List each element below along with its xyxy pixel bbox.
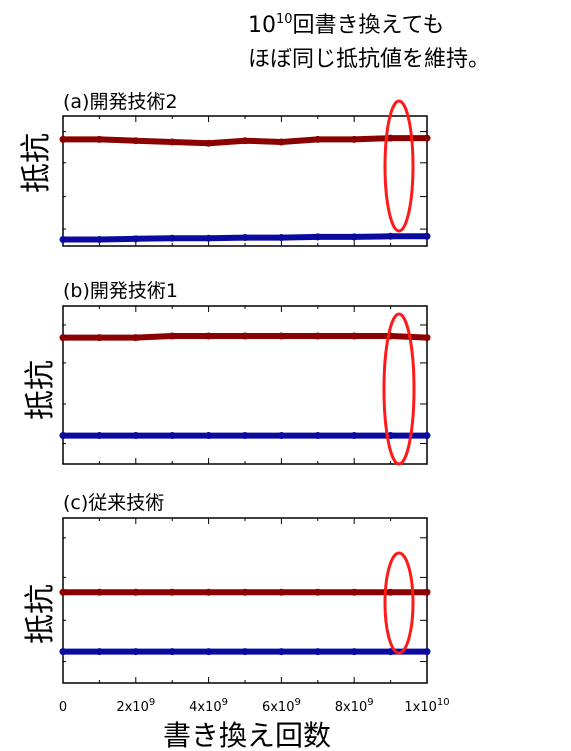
plot-frame (62, 305, 428, 465)
x-tick-label: 2x109 (116, 697, 155, 715)
series-low-resistance-point (387, 232, 395, 240)
plot-frame (62, 517, 428, 684)
panel-c-plot (59, 517, 431, 684)
series-low-resistance-point (205, 648, 213, 656)
series-high-resistance-point (241, 332, 249, 340)
x-tick-labels: 0 2x109 4x109 6x109 8x109 1x1010 (59, 697, 450, 715)
series-low-resistance-point (423, 648, 431, 656)
series-low-resistance-point (423, 432, 431, 440)
series-high-resistance-point (241, 137, 249, 145)
series-low-resistance-point (277, 234, 285, 242)
panel-a-ylabel: 抵抗 (19, 133, 54, 193)
series-high-resistance-point (350, 588, 358, 596)
highlight-ellipse (383, 99, 415, 233)
series-high-resistance-point (205, 588, 213, 596)
series-low-resistance-point (277, 648, 285, 656)
series-low-resistance-point (205, 234, 213, 242)
series-high-resistance-point (95, 334, 103, 342)
series-low-resistance-point (95, 432, 103, 440)
series-high-resistance-point (95, 588, 103, 596)
series-high-resistance-point (168, 138, 176, 146)
highlight-ellipse (382, 312, 416, 466)
series-low-resistance-point (350, 233, 358, 241)
series-high-resistance-point (350, 135, 358, 143)
series-high-resistance-point (59, 135, 67, 143)
series-high-resistance-point (423, 588, 431, 596)
panel-b-title: (b)開発技術1 (63, 280, 178, 302)
series-low-resistance-point (241, 648, 249, 656)
series-low-resistance-point (132, 432, 140, 440)
annotation-line-2: ほぼ同じ抵抗値を維持。 (248, 47, 490, 72)
series-low-resistance-point (59, 648, 67, 656)
panel-b-ylabel: 抵抗 (23, 360, 58, 420)
panel-c-title: (c)従来技術 (63, 492, 164, 514)
series-high-resistance-point (423, 134, 431, 142)
series-low-resistance-point (350, 432, 358, 440)
series-high-resistance-point (387, 588, 395, 596)
series-high-resistance-point (132, 137, 140, 145)
series-low-resistance-point (95, 648, 103, 656)
series-low-resistance-point (168, 234, 176, 242)
series-high-resistance-point (277, 332, 285, 340)
series-high-resistance-point (59, 588, 67, 596)
series-low-resistance-point (132, 235, 140, 243)
panel-b-plot (59, 305, 431, 465)
series-high-resistance-point (168, 588, 176, 596)
x-tick-label: 0 (59, 700, 67, 715)
series-high-resistance-point (387, 134, 395, 142)
series-low-resistance-point (168, 648, 176, 656)
series-high-resistance-point (59, 334, 67, 342)
series-high-resistance-point (205, 139, 213, 147)
series-low-resistance-point (241, 432, 249, 440)
series-low-resistance-point (241, 234, 249, 242)
panel-a-title: (a)開発技術2 (63, 91, 178, 113)
series-high-resistance-point (277, 588, 285, 596)
series-low-resistance-point (277, 432, 285, 440)
highlight-ellipse (383, 551, 415, 655)
series-low-resistance-point (314, 233, 322, 241)
highlight-ellipses (382, 99, 416, 655)
series-high-resistance-point (314, 135, 322, 143)
plot-frame (62, 115, 428, 247)
series-high-resistance-point (132, 588, 140, 596)
series-low-resistance-point (59, 432, 67, 440)
series-high-resistance-point (423, 334, 431, 342)
series-low-resistance-point (59, 236, 67, 243)
series-low-resistance-point (350, 648, 358, 656)
series-low-resistance-point (168, 432, 176, 440)
series-high-resistance-point (168, 332, 176, 340)
series-high-resistance-point (350, 332, 358, 340)
series-low-resistance-point (314, 648, 322, 656)
x-axis-label: 書き換え回数 (163, 719, 331, 751)
x-tick-label: 1x1010 (404, 697, 449, 715)
series-high-resistance-point (205, 332, 213, 340)
series-high-resistance-point (314, 332, 322, 340)
series-low-resistance-point (95, 236, 103, 243)
series-low-resistance-point (314, 432, 322, 440)
series-high-resistance-point (241, 588, 249, 596)
series-low-resistance-point (423, 232, 431, 240)
x-tick-label: 4x109 (189, 697, 228, 715)
series-low-resistance-point (205, 432, 213, 440)
x-tick-label: 8x109 (335, 697, 374, 715)
series-high-resistance-point (95, 135, 103, 143)
series-low-resistance-point (132, 648, 140, 656)
panel-a-plot (59, 115, 431, 247)
panel-c-ylabel: 抵抗 (23, 584, 58, 644)
annotation-line-1: 1010回書き換えても (248, 12, 444, 38)
series-high-resistance-point (314, 588, 322, 596)
x-tick-label: 6x109 (262, 697, 301, 715)
series-high-resistance-point (132, 334, 140, 342)
series-high-resistance-point (277, 138, 285, 146)
